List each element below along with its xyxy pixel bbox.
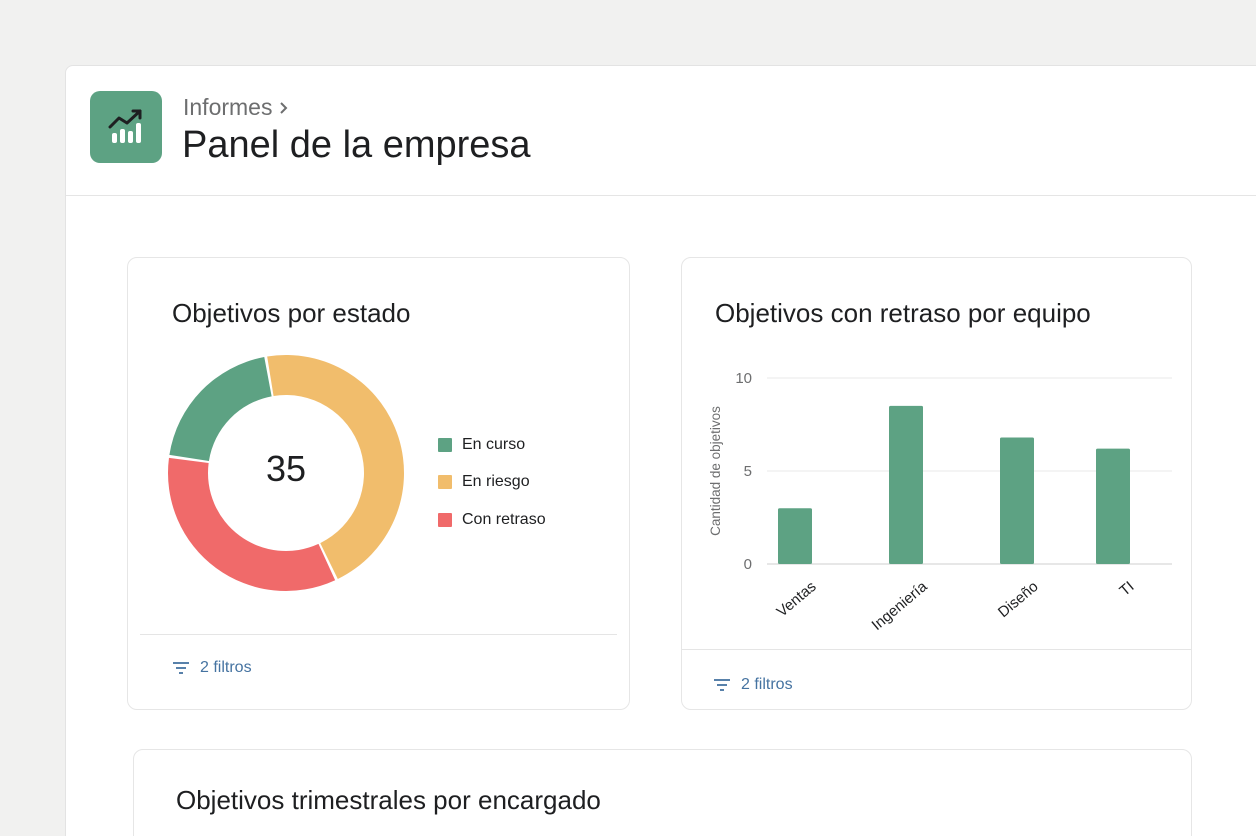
card-divider: [140, 634, 617, 635]
y-tick-label: 0: [744, 556, 752, 573]
chevron-right-icon: [280, 101, 288, 114]
legend-label: En riesgo: [462, 473, 530, 491]
filters-button[interactable]: 2 filtros: [172, 659, 252, 677]
filter-icon: [173, 662, 189, 674]
donut-chart: [168, 355, 404, 591]
quarterly-chart-card: Objetivos trimestrales por encargado: [133, 749, 1192, 836]
filter-icon: [714, 679, 730, 691]
bar-3: [1000, 437, 1034, 564]
x-tick-label: Ventas: [774, 578, 820, 621]
bar-4: [1096, 448, 1130, 564]
y-tick-label: 10: [735, 370, 752, 387]
legend-swatch: [438, 437, 452, 452]
breadcrumb[interactable]: Informes: [183, 94, 290, 121]
donut-slice-en-riesgo[interactable]: [267, 355, 404, 580]
donut-legend: En curso En riesgo Con retraso: [438, 426, 546, 539]
status-chart-card: Objetivos por estado 35 En curso En riesg…: [127, 257, 630, 710]
bar-1: [778, 508, 812, 564]
x-tick-label: TI: [1116, 578, 1137, 600]
legend-swatch: [438, 512, 452, 527]
reporting-icon: [90, 91, 162, 163]
card-divider: [682, 649, 1191, 650]
legend-item-en-curso: En curso: [438, 426, 546, 464]
donut-total: 35: [265, 448, 307, 489]
bar-chart: 0 5 10 Cantidad de objetivos Ventas Ingenierí…: [708, 370, 1172, 634]
legend-label: En curso: [462, 435, 526, 453]
card-title: Objetivos trimestrales por encargado: [176, 785, 601, 815]
legend-item-en-riesgo: En riesgo: [438, 464, 546, 502]
legend-item-con-retraso: Con retraso: [438, 501, 546, 539]
y-tick-label: 5: [744, 463, 752, 480]
legend-swatch: [438, 475, 452, 490]
page-title: Panel de la empresa: [182, 124, 531, 166]
bar-2: [889, 405, 923, 564]
card-title: Objetivos con retraso por equipo: [715, 298, 1091, 328]
x-tick-label: Diseño: [995, 578, 1042, 621]
filters-button[interactable]: 2 filtros: [713, 676, 793, 694]
breadcrumb-reports[interactable]: Informes: [183, 94, 273, 120]
delayed-chart-card: Objetivos con retraso por equipo 0 5 10 Can…: [681, 257, 1192, 710]
legend-label: Con retraso: [462, 510, 546, 528]
y-axis-label: Cantidad de objetivos: [708, 406, 723, 536]
donut-slice-con-retraso[interactable]: [168, 457, 336, 591]
page-header: Informes Panel de la empresa: [66, 66, 1256, 196]
x-tick-label: Ingeniería: [869, 578, 932, 634]
filters-label[interactable]: 2 filtros: [741, 676, 793, 693]
donut-slice-en-curso[interactable]: [169, 357, 272, 462]
dashboard-window: Informes Panel de la empresa Objetivos p…: [65, 65, 1256, 836]
card-title: Objetivos por estado: [172, 298, 411, 328]
filters-label[interactable]: 2 filtros: [200, 659, 252, 676]
